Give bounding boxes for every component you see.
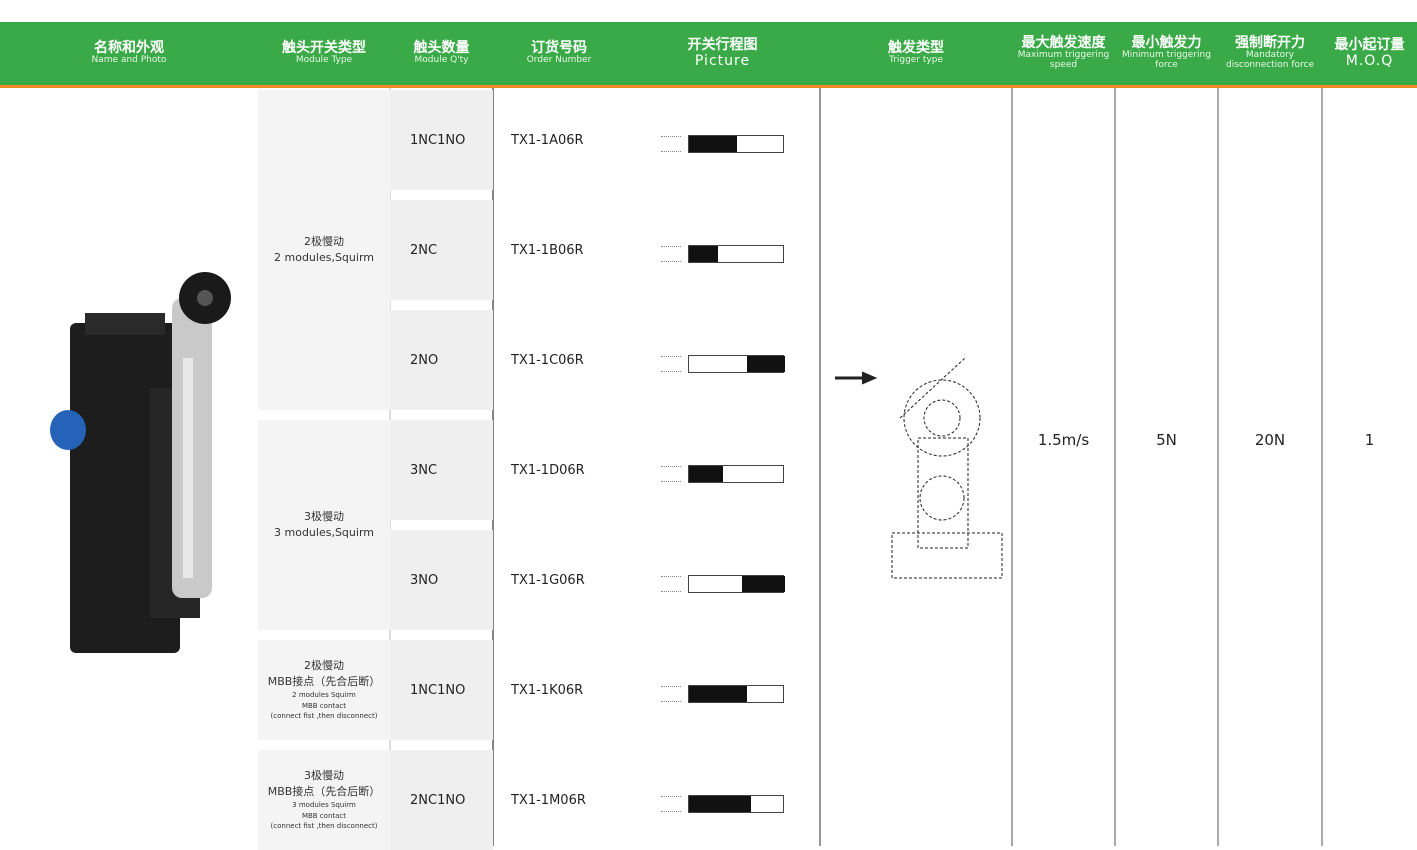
- quantity-cell: 2NC: [390, 200, 493, 300]
- module-type-line: MBB contact: [301, 811, 347, 820]
- header-zh: 最大触发速度: [1021, 34, 1106, 51]
- diagram-label: [661, 576, 681, 592]
- switch-diagram: [661, 135, 784, 153]
- column-header: 订货号码 Order Number: [493, 22, 625, 85]
- quantity-cell: 1NC1NO: [390, 90, 493, 190]
- diagram-fill: [689, 796, 752, 812]
- spec-value: 20N: [1254, 431, 1286, 449]
- switch-diagram: [661, 355, 785, 373]
- diagram-fill: [746, 356, 785, 372]
- column-header: 触头数量 Module Q'ty: [390, 22, 493, 85]
- diagram-label: [661, 466, 681, 482]
- diagram-fill: [689, 136, 737, 152]
- diagram-label: [661, 246, 681, 262]
- module-type-line: 3 modules,Squirm: [274, 526, 374, 539]
- header-en: Maximum triggering speed: [1017, 50, 1110, 71]
- header-zh: 名称和外观: [94, 39, 164, 56]
- header-zh: 最小触发力: [1131, 34, 1202, 51]
- diagram-label: [661, 136, 681, 152]
- header-zh: 订货号码: [531, 39, 587, 56]
- header-en: Order Number: [526, 55, 592, 66]
- header-en: Picture: [694, 52, 751, 69]
- diagram-fill: [741, 576, 785, 592]
- order-number-cell: TX1-1G06R: [511, 572, 585, 588]
- module-type-line: MBB contact: [301, 701, 347, 710]
- module-type-line: 2 modules,Squirm: [274, 251, 374, 264]
- order-number-cell: TX1-1C06R: [511, 352, 584, 368]
- quantity-cell: 1NC1NO: [390, 640, 493, 740]
- column-header: 最大触发速度 Maximum triggering speed: [1012, 22, 1115, 85]
- quantity-cell: 3NO: [390, 530, 493, 630]
- diagram-label: [661, 356, 681, 372]
- module-type-line: MBB接点（先合后断）: [267, 785, 381, 799]
- header-en: M.O.Q: [1345, 52, 1394, 69]
- header-en: Module Type: [295, 55, 353, 66]
- module-type-cell: 2极慢动 MBB接点（先合后断） 2 modules Squirm MBB conta…: [258, 640, 390, 740]
- module-type-line: 2 modules Squirm: [292, 691, 356, 700]
- spec-value: 1: [1364, 431, 1375, 449]
- order-number-cell: TX1-1K06R: [511, 682, 584, 698]
- quantity-cell: 2NC1NO: [390, 750, 493, 850]
- order-number-cell: TX1-1A06R: [511, 132, 584, 148]
- column-header: 开关行程图 Picture: [625, 22, 820, 85]
- quantity-cell: 3NC: [390, 420, 493, 520]
- column-header: 触头开关类型 Module Type: [258, 22, 390, 85]
- column-header: 最小起订量 M.O.Q: [1322, 22, 1417, 85]
- module-type-line: (connect fist ,then disconnect): [270, 822, 378, 831]
- diagram-fill: [689, 246, 718, 262]
- module-type-line: 3 modules Squirm: [292, 801, 356, 810]
- module-type-line: 3极慢动: [304, 510, 344, 524]
- spec-value: 5N: [1156, 431, 1177, 449]
- header-en: Minimum triggering force: [1122, 50, 1211, 71]
- header-rule: [0, 85, 1417, 88]
- header-zh: 触头开关类型: [282, 39, 366, 56]
- module-type-line: 2极慢动: [304, 659, 344, 673]
- column-header: 最小触发力 Minimum triggering force: [1115, 22, 1218, 85]
- order-number-cell: TX1-1D06R: [511, 462, 585, 478]
- module-type-line: (connect fist ,then disconnect): [270, 712, 378, 721]
- diagram-fill: [689, 686, 747, 702]
- header-en: Module Q'ty: [414, 55, 469, 66]
- module-type-cell: 2极慢动 2 modules,Squirm: [258, 90, 390, 410]
- order-number-cell: TX1-1M06R: [511, 792, 586, 808]
- diagram-label: [661, 686, 681, 702]
- module-type-cell: 3极慢动 3 modules,Squirm: [258, 420, 390, 630]
- switch-diagram: [661, 575, 785, 593]
- module-type-line: 2极慢动: [304, 235, 344, 249]
- module-type-line: 3极慢动: [304, 769, 344, 783]
- switch-diagram: [661, 245, 784, 263]
- artwork: [50, 88, 1323, 846]
- module-type-line: MBB接点（先合后断）: [267, 675, 381, 689]
- header-en: Trigger type: [888, 55, 943, 66]
- header-zh: 开关行程图: [687, 37, 758, 54]
- order-number-cell: TX1-1B06R: [511, 242, 584, 258]
- header-en: Mandatory disconnection force: [1225, 50, 1314, 71]
- column-header: 名称和外观 Name and Photo: [0, 22, 258, 85]
- header-zh: 最小起订量: [1334, 37, 1405, 54]
- header-zh: 触发类型: [888, 39, 944, 56]
- diagram-fill: [689, 466, 723, 482]
- switch-diagram: [661, 795, 784, 813]
- module-type-cell: 3极慢动 MBB接点（先合后断） 3 modules Squirm MBB conta…: [258, 750, 390, 850]
- header-bar: [0, 22, 1417, 85]
- product-photo: [50, 272, 231, 653]
- header-zh: 强制断开力: [1235, 34, 1305, 51]
- column-header: 强制断开力 Mandatory disconnection force: [1218, 22, 1322, 85]
- switch-diagram: [661, 465, 784, 483]
- spec-value: 1.5m/s: [1037, 431, 1090, 449]
- header-zh: 触头数量: [413, 39, 470, 56]
- trigger-drawing: [835, 357, 1003, 579]
- switch-diagram: [661, 685, 784, 703]
- header-en: Name and Photo: [91, 55, 167, 66]
- column-header: 触发类型 Trigger type: [820, 22, 1012, 85]
- quantity-cell: 2NO: [390, 310, 493, 410]
- diagram-label: [661, 796, 681, 812]
